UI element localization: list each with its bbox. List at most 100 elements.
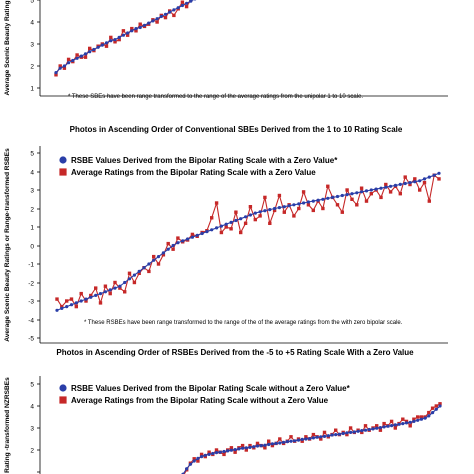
data-point-circle <box>233 448 237 452</box>
data-point-circle <box>241 446 245 450</box>
data-point-square <box>326 184 330 188</box>
data-point-square <box>268 221 272 225</box>
data-point-square <box>152 254 156 259</box>
data-point-square <box>350 197 354 201</box>
data-point-circle <box>181 239 185 243</box>
data-point-square <box>248 443 252 448</box>
y-tick-label: 4 <box>30 19 34 26</box>
data-point-circle <box>100 43 104 47</box>
data-point-circle <box>108 288 112 292</box>
data-point-circle <box>408 420 412 424</box>
data-point-circle <box>389 184 393 188</box>
data-point-circle <box>192 459 196 463</box>
data-point-circle <box>62 64 66 68</box>
data-point-square <box>258 214 262 218</box>
data-point-square <box>301 190 306 194</box>
y-tick-label: 5 <box>30 0 34 4</box>
footnote: * These RSBEs have been range transforme… <box>84 320 403 326</box>
data-point-square <box>137 271 141 275</box>
data-point-circle <box>253 211 257 215</box>
data-point-square <box>190 232 195 237</box>
data-point-circle <box>416 418 420 422</box>
data-point-circle <box>65 305 69 309</box>
data-point-circle <box>350 192 354 196</box>
legend-marker-square <box>59 168 67 176</box>
data-point-square <box>267 439 271 443</box>
data-point-circle <box>58 66 62 70</box>
data-point-square <box>123 290 127 294</box>
y-tick-label: 0 <box>30 243 34 250</box>
data-point-circle <box>237 447 241 451</box>
data-point-square <box>199 452 204 457</box>
data-point-circle <box>171 243 175 248</box>
data-point-square <box>403 175 407 179</box>
data-point-circle <box>147 21 151 25</box>
data-point-circle <box>289 439 293 443</box>
data-point-circle <box>69 303 74 307</box>
data-point-circle <box>185 1 189 5</box>
data-point-circle <box>282 205 286 209</box>
data-point-circle <box>423 416 427 420</box>
data-point-circle <box>335 194 340 199</box>
data-point-square <box>196 459 200 463</box>
data-point-square <box>229 227 233 231</box>
data-point-circle <box>345 193 349 197</box>
data-point-circle <box>211 451 215 456</box>
series-line-average-ratings <box>183 403 441 474</box>
data-point-circle <box>393 423 397 427</box>
data-point-circle <box>234 218 238 223</box>
data-point-circle <box>331 195 335 199</box>
data-point-square <box>214 201 219 205</box>
data-point-circle <box>349 430 353 434</box>
data-point-circle <box>67 61 71 65</box>
data-point-circle <box>364 189 369 193</box>
data-point-square <box>418 188 422 192</box>
data-point-circle <box>382 425 386 429</box>
data-point-square <box>55 297 59 301</box>
data-point-circle <box>200 455 204 459</box>
legend-label: RSBE Values Derived from the Bipolar Rat… <box>71 156 338 165</box>
data-point-circle <box>326 196 330 200</box>
data-point-square <box>408 182 412 187</box>
data-point-circle <box>322 434 327 438</box>
data-point-circle <box>147 262 151 266</box>
data-point-circle <box>438 404 442 408</box>
data-point-square <box>292 214 296 218</box>
data-point-square <box>84 299 88 303</box>
data-point-circle <box>185 467 189 471</box>
data-point-circle <box>94 293 98 297</box>
data-point-square <box>240 443 245 448</box>
data-point-circle <box>398 182 402 186</box>
data-point-square <box>253 217 257 222</box>
y-tick-label: 2 <box>30 63 34 70</box>
y-axis-label: Average Scenic Beauty Ratings or Range-t… <box>4 148 11 342</box>
x-axis-label: Photos in Ascending Order of Conventiona… <box>70 125 403 134</box>
data-point-circle <box>308 437 312 441</box>
data-point-square <box>184 4 189 9</box>
data-point-square <box>222 452 226 457</box>
data-point-circle <box>268 208 272 212</box>
data-point-circle <box>404 421 409 425</box>
data-point-square <box>388 190 393 194</box>
y-tick-label: -2 <box>28 280 34 287</box>
data-point-square <box>311 432 316 437</box>
data-point-circle <box>239 217 243 221</box>
data-point-square <box>219 230 224 235</box>
data-point-square <box>65 299 69 303</box>
data-point-circle <box>75 56 79 60</box>
data-point-circle <box>427 414 431 418</box>
data-point-circle <box>437 171 441 175</box>
data-point-circle <box>156 255 161 259</box>
data-point-square <box>304 435 308 439</box>
data-point-circle <box>263 443 267 447</box>
data-point-square <box>297 206 301 211</box>
data-point-circle <box>296 438 301 442</box>
legend-marker-square <box>59 396 67 404</box>
data-point-circle <box>117 35 121 40</box>
data-point-circle <box>273 206 277 211</box>
data-point-circle <box>397 422 401 426</box>
data-point-circle <box>151 19 155 23</box>
data-point-square <box>345 432 349 437</box>
data-point-square <box>113 40 117 44</box>
